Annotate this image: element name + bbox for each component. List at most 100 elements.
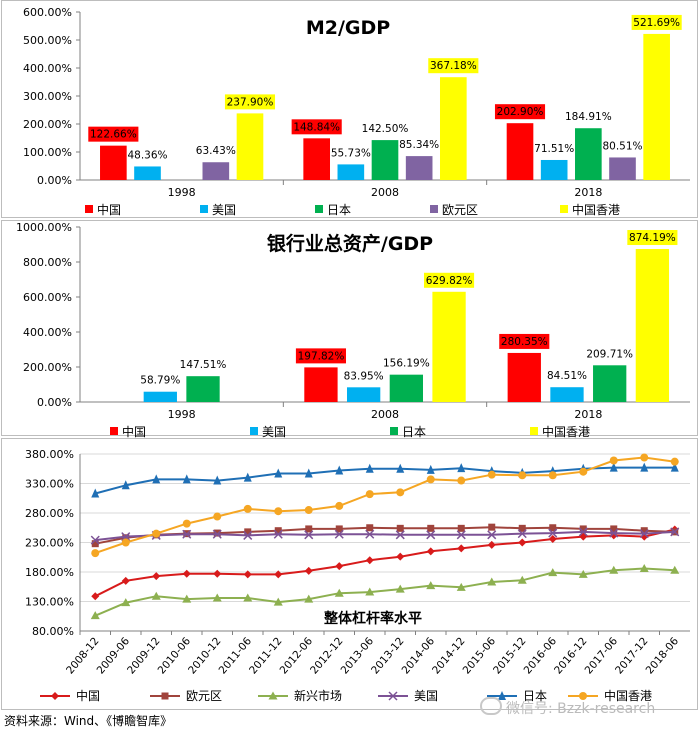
y-tick-label: 500.00% xyxy=(23,34,72,47)
bar-日本 xyxy=(371,140,399,180)
leverage-line-chart: 80.00% 130.00% 180.00% 230.00% 280.00% 330.00… xyxy=(25,448,690,703)
bar-中国香港 xyxy=(236,113,264,180)
chart-title: 银行业总资产/GDP xyxy=(267,232,433,255)
y-tick-label: 300.00% xyxy=(23,90,72,103)
data-point-日本 xyxy=(426,464,435,474)
data-point-日本 xyxy=(91,488,100,498)
data-point-日本 xyxy=(213,475,222,485)
legend-label: 中国 xyxy=(122,424,146,439)
data-label: 84.51% xyxy=(547,370,587,382)
data-point-中国香港 xyxy=(426,475,435,484)
legend-label: 中国 xyxy=(76,688,100,703)
bar-欧元区 xyxy=(609,157,636,180)
data-point-欧元区 xyxy=(549,524,557,532)
y-tick-label: 600.00% xyxy=(23,291,72,304)
data-point-中国香港 xyxy=(640,453,649,462)
data-point-美国 xyxy=(639,529,649,539)
bar-日本 xyxy=(186,376,220,402)
legend-label: 日本 xyxy=(327,203,351,217)
data-label: 122.66% xyxy=(90,129,137,141)
bar-美国 xyxy=(346,387,381,402)
y-tick-label: 0.00% xyxy=(37,396,72,409)
x-tick-label: 2018 xyxy=(574,186,602,199)
data-point-中国香港 xyxy=(243,504,252,513)
data-point-美国 xyxy=(517,529,527,539)
legend-marker xyxy=(51,692,59,700)
legend-swatch xyxy=(390,427,398,435)
legend-swatch xyxy=(85,205,93,213)
bar-美国 xyxy=(134,166,161,180)
legend-swatch xyxy=(530,427,538,435)
data-point-美国 xyxy=(426,530,436,540)
data-point-中国香港 xyxy=(91,549,100,558)
data-label: 83.95% xyxy=(344,370,384,382)
data-point-中国 xyxy=(213,569,222,578)
data-point-欧元区 xyxy=(91,540,99,548)
legend-swatch xyxy=(250,427,258,435)
leverage-line-chart-panel: 80.00% 130.00% 180.00% 230.00% 280.00% 330.00… xyxy=(0,438,700,710)
data-label: 521.69% xyxy=(633,17,680,29)
data-point-中国香港 xyxy=(457,476,466,485)
data-label: 156.19% xyxy=(383,358,430,370)
m2-gdp-chart-panel: 0.00% 100.00% 200.00% 300.00% 400.00% 500.00%… xyxy=(0,0,700,218)
data-point-美国 xyxy=(121,532,131,542)
data-point-中国香港 xyxy=(518,471,527,480)
data-point-美国 xyxy=(395,530,405,540)
data-point-日本 xyxy=(609,462,618,472)
bar-中国 xyxy=(303,138,331,180)
chart-title: 整体杠杆率水平 xyxy=(323,610,422,627)
data-label: 58.79% xyxy=(140,375,180,387)
data-point-美国 xyxy=(487,530,497,540)
data-point-中国 xyxy=(121,576,130,585)
data-point-欧元区 xyxy=(274,527,282,535)
data-label-background xyxy=(88,126,139,142)
data-point-中国香港 xyxy=(121,538,130,547)
bar-美国 xyxy=(540,159,568,180)
y-tick-label: 800.00% xyxy=(23,256,72,269)
data-point-中国香港 xyxy=(152,529,161,538)
data-point-日本 xyxy=(304,468,313,478)
data-point-欧元区 xyxy=(579,525,587,533)
bar-中国香港 xyxy=(432,291,466,402)
bank-assets-gdp-chart-panel: 0.00% 200.00% 400.00% 600.00% 800.00% 1000.00… xyxy=(0,220,700,439)
m2-gdp-chart: 0.00% 100.00% 200.00% 300.00% 400.00% 500.00%… xyxy=(23,6,690,217)
data-point-日本 xyxy=(670,462,679,472)
bar-中国 xyxy=(506,123,534,180)
data-point-美国 xyxy=(334,529,344,539)
bar-中国 xyxy=(507,352,541,402)
data-point-新兴市场 xyxy=(639,563,649,572)
y-tick-label: 280.00% xyxy=(25,507,74,520)
data-point-中国 xyxy=(274,570,283,579)
data-point-中国香港 xyxy=(487,470,496,479)
legend-marker xyxy=(161,692,169,700)
x-tick-label: 1998 xyxy=(168,408,196,421)
data-point-新兴市场 xyxy=(670,565,680,574)
data-label-background xyxy=(499,333,550,349)
data-label-background xyxy=(631,14,682,30)
data-point-美国 xyxy=(456,530,466,540)
bar-欧元区 xyxy=(405,156,433,180)
series-line-美国 xyxy=(95,530,675,542)
wechat-icon xyxy=(480,697,502,715)
data-point-新兴市场 xyxy=(517,575,527,584)
data-label: 202.90% xyxy=(497,106,544,118)
legend-label: 美国 xyxy=(212,203,236,217)
y-tick-label: 330.00% xyxy=(25,478,74,491)
legend-label: 日本 xyxy=(523,689,547,703)
bar-日本 xyxy=(575,128,602,180)
data-label: 209.71% xyxy=(586,348,633,360)
y-tick-label: 0.00% xyxy=(37,174,72,187)
data-point-美国 xyxy=(578,527,588,537)
data-point-新兴市场 xyxy=(121,598,131,607)
chart-frame xyxy=(1,438,698,710)
data-point-欧元区 xyxy=(488,523,496,531)
watermark: 微信号: Bzzk-research xyxy=(480,697,655,718)
data-point-中国 xyxy=(579,532,588,541)
source-note: 资料来源：Wind、《博瞻智库》 xyxy=(4,714,173,728)
y-tick-label: 130.00% xyxy=(25,596,74,609)
data-point-中国香港 xyxy=(213,512,222,521)
data-point-美国 xyxy=(670,527,680,537)
legend-label: 中国香港 xyxy=(604,688,652,703)
data-point-美国 xyxy=(182,529,192,539)
data-point-中国香港 xyxy=(304,506,313,515)
